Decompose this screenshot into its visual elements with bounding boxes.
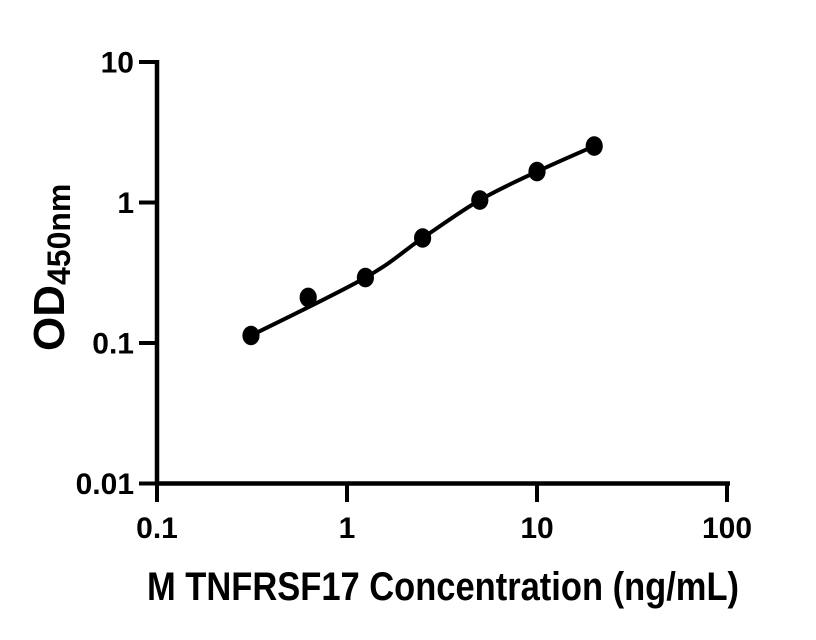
data-points-group (242, 136, 603, 346)
x-axis-tick-labels: 0.1 1 10 100 (136, 512, 752, 545)
data-point (414, 228, 432, 248)
y-axis-title-main: OD (25, 285, 74, 351)
y-tick-label: 1 (117, 187, 134, 220)
x-tick-label: 10 (520, 512, 553, 545)
y-axis-ticks (139, 60, 157, 486)
y-tick-label: 10 (101, 47, 134, 80)
x-axis-title: M TNFRSF17 Concentration (ng/mL) (147, 565, 739, 609)
data-point (356, 267, 374, 288)
y-axis-title-subscript: 450nm (41, 184, 77, 285)
x-tick-label: 1 (339, 512, 356, 545)
data-point (471, 190, 489, 210)
data-point (528, 161, 546, 182)
axis-spines (154, 60, 730, 486)
y-axis-title: OD450nm (25, 184, 77, 351)
y-tick-label: 0.1 (92, 328, 134, 361)
x-tick-label: 100 (702, 512, 752, 545)
x-axis-ticks (155, 483, 729, 502)
data-point (242, 325, 260, 346)
y-tick-label: 0.01 (76, 468, 134, 501)
data-point (585, 136, 603, 156)
x-tick-label: 0.1 (136, 512, 178, 545)
data-point (299, 287, 317, 308)
y-axis-tick-labels: 10 1 0.1 0.01 (76, 47, 134, 502)
